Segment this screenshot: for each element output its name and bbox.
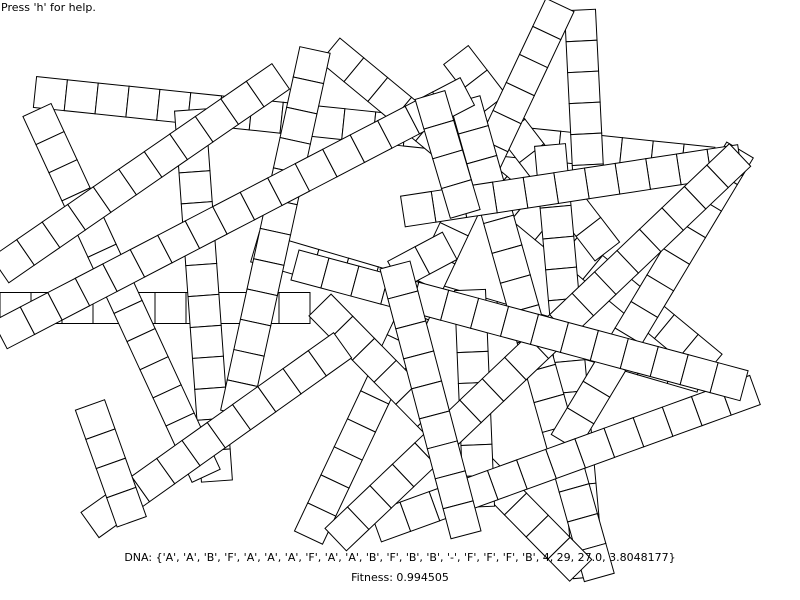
chain-square: [569, 102, 602, 135]
chain-square: [540, 205, 574, 239]
chain-square: [584, 163, 619, 198]
chain-square: [543, 236, 577, 270]
chain-square: [571, 133, 604, 166]
chain-square: [126, 86, 160, 120]
chain-square: [566, 40, 599, 73]
chain-square: [568, 71, 601, 104]
chain-square: [493, 177, 528, 212]
fitness-value: 0.994505: [396, 571, 449, 584]
chain-square: [64, 80, 98, 114]
chain-square: [186, 263, 219, 296]
dna-value: {'A', 'A', 'B', 'F', 'A', 'A', 'A', 'F',…: [156, 551, 676, 564]
chain-square: [401, 191, 436, 226]
chain-square: [192, 356, 225, 389]
fitness-label: Fitness:: [351, 571, 393, 584]
dna-readout: DNA: {'A', 'A', 'B', 'F', 'A', 'A', 'A',…: [0, 551, 800, 565]
chain-square: [279, 293, 310, 324]
chain-square: [646, 154, 681, 189]
dna-label: DNA:: [124, 551, 152, 564]
fitness-readout: Fitness: 0.994505: [0, 571, 800, 585]
help-hint-text: Press 'h' for help.: [1, 1, 96, 15]
chain-square: [188, 294, 221, 327]
chain-square: [179, 171, 212, 204]
chain-square: [155, 293, 186, 324]
chain-square: [523, 173, 558, 208]
chain-square: [554, 168, 589, 203]
chain-square: [615, 159, 650, 194]
chain-square: [95, 83, 129, 117]
chain-square: [190, 325, 223, 358]
